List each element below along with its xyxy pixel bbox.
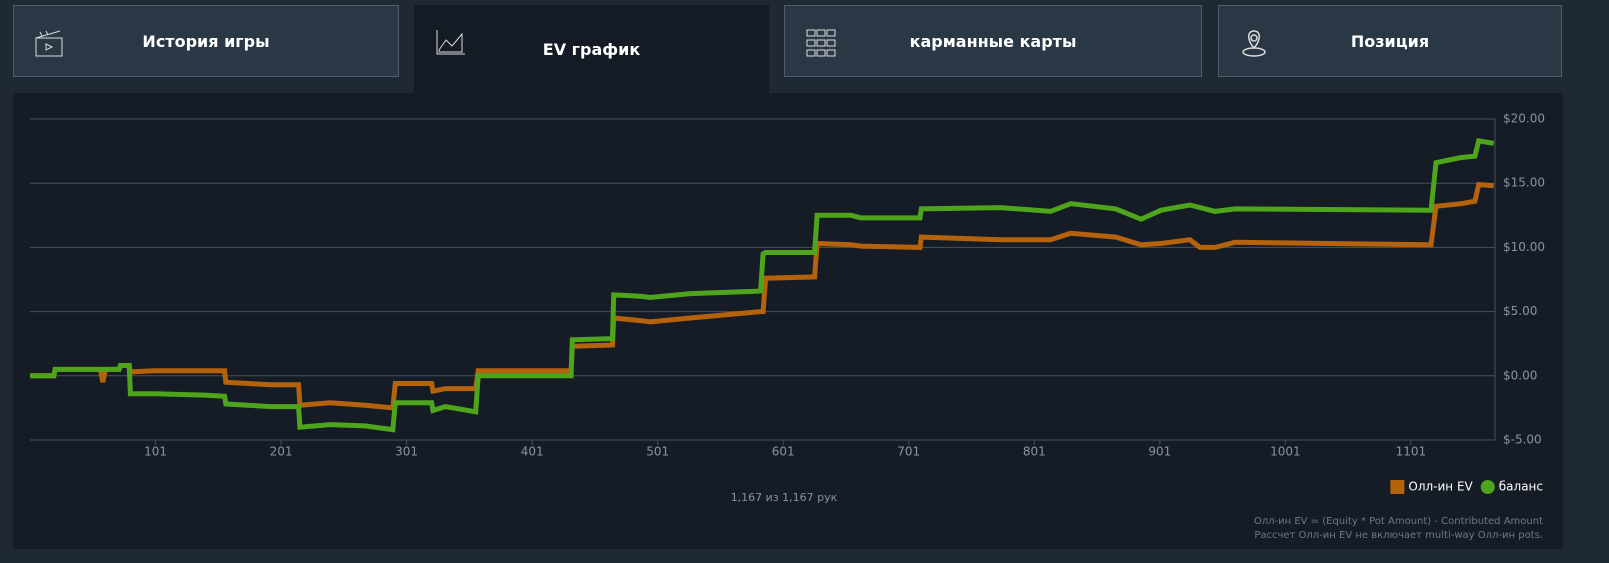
y-tick-label: $20.00 <box>1503 112 1545 126</box>
tab-label: Позиция <box>1350 31 1430 51</box>
legend-marker <box>1480 480 1495 494</box>
tab[interactable]: EV график <box>414 5 769 93</box>
tab[interactable]: История игры <box>13 5 399 77</box>
tab-label: История игры <box>142 31 270 51</box>
y-tick-label: $0.00 <box>1503 368 1537 382</box>
tab-label: EV график <box>542 39 641 59</box>
x-tick-label: 501 <box>646 445 669 459</box>
footnote: Рассчет Олл-ин EV не включает multi-way … <box>1254 530 1543 541</box>
icon <box>35 30 63 57</box>
y-tick-label: $15.00 <box>1503 176 1545 190</box>
x-tick-label: 1101 <box>1396 445 1427 459</box>
x-tick-label: 401 <box>521 445 544 459</box>
x-tick-label: 901 <box>1148 445 1171 459</box>
icon <box>436 30 465 55</box>
chart: 1,167 из 1,167 рук Олл-ин EV = (Equity *… <box>13 93 1563 549</box>
series-line <box>30 137 1495 433</box>
tab[interactable]: карманные карты <box>784 5 1202 77</box>
series-line <box>30 181 1494 411</box>
legend-label: Олл-ин EV <box>1408 480 1473 494</box>
x-tick-label: 1001 <box>1270 445 1301 459</box>
y-tick-label: $-5.00 <box>1503 433 1542 447</box>
y-tick-label: $10.00 <box>1503 240 1545 254</box>
legend-marker <box>1390 480 1405 494</box>
legend-label: баланс <box>1499 480 1543 494</box>
icon <box>806 29 836 57</box>
x-tick-label: 701 <box>897 445 920 459</box>
x-tick-label: 801 <box>1023 445 1046 459</box>
icon <box>1242 30 1266 57</box>
x-tick-label: 601 <box>772 445 795 459</box>
hands-note: 1,167 из 1,167 рук <box>731 491 838 504</box>
y-tick-label: $5.00 <box>1503 304 1537 318</box>
tab-label: карманные карты <box>909 31 1077 51</box>
x-tick-label: 301 <box>395 445 418 459</box>
x-tick-label: 101 <box>144 445 167 459</box>
footnote: Олл-ин EV = (Equity * Pot Amount) - Cont… <box>1254 516 1543 527</box>
x-tick-label: 201 <box>270 445 293 459</box>
tab[interactable]: Позиция <box>1218 5 1562 77</box>
